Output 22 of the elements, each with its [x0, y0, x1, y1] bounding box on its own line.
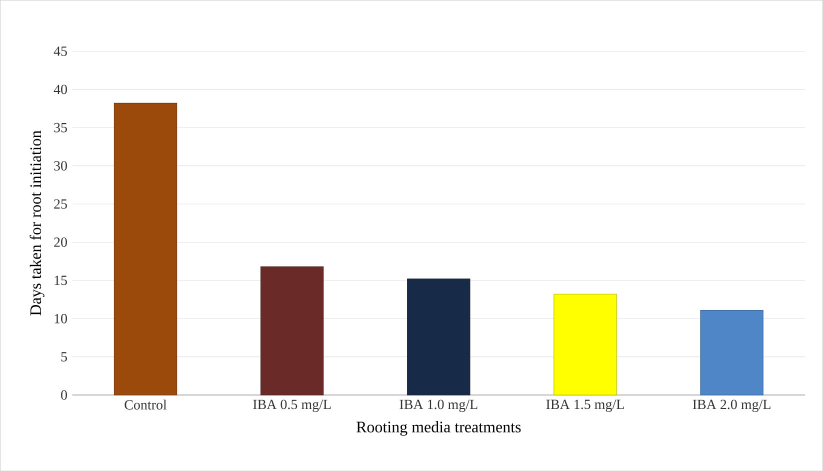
y-tick-label: 35: [54, 122, 67, 132]
y-tick-label: 45: [54, 46, 67, 56]
y-tick-label: 30: [54, 161, 67, 170]
bar: [407, 278, 470, 396]
bar: [700, 310, 764, 396]
y-tick-label: 25: [54, 199, 67, 209]
x-tick-label: Control: [124, 400, 167, 410]
y-tick-label: 20: [54, 237, 67, 247]
x-tick-label: IBA 0.5 mg/L: [253, 400, 331, 412]
x-tick-label: IBA 2.0 mg/L: [692, 400, 770, 412]
x-tick-label: IBA 1.0 mg/L: [400, 400, 478, 412]
y-axis-title: Days taken for root initiation: [30, 130, 44, 316]
y-tick-label: 15: [54, 276, 67, 285]
y-tick-label: 5: [61, 352, 67, 362]
x-axis-title: Rooting media treatments: [356, 421, 521, 436]
y-tick-label: 40: [54, 84, 67, 94]
bar: [554, 294, 617, 396]
bar: [114, 102, 178, 396]
y-tick-label: 0: [61, 390, 67, 400]
x-tick-label: IBA 1.5 mg/L: [546, 400, 624, 412]
bar: [260, 266, 324, 396]
y-tick-label: 10: [54, 314, 67, 324]
